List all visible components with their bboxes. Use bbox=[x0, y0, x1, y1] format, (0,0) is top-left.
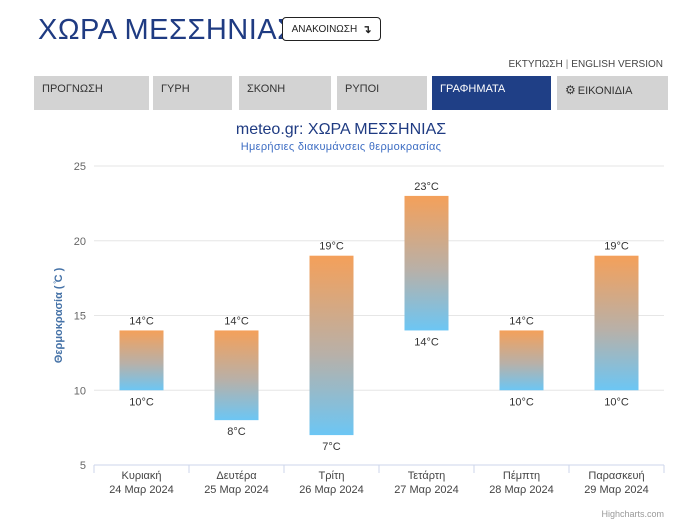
tab-label: ΓΥΡΗ bbox=[161, 83, 190, 95]
temperature-range-bar bbox=[594, 255, 639, 391]
top-links: ΕΚΤΥΠΩΣΗ | ENGLISH VERSION bbox=[508, 59, 663, 70]
x-tick-label-date: 27 Μαρ 2024 bbox=[394, 484, 459, 496]
x-tick-label-day: Παρασκευή bbox=[588, 470, 644, 482]
announce-label: ΑΝΑΚΟΙΝΩΣΗ bbox=[291, 23, 358, 35]
print-link[interactable]: ΕΚΤΥΠΩΣΗ bbox=[508, 59, 563, 70]
high-data-label: 14°C bbox=[224, 315, 249, 327]
tab-label: ΡΥΠΟΙ bbox=[345, 83, 380, 95]
low-data-label: 7°C bbox=[322, 441, 341, 453]
high-data-label: 14°C bbox=[509, 315, 534, 327]
x-tick-label-date: 24 Μαρ 2024 bbox=[109, 484, 174, 496]
english-version-link[interactable]: ENGLISH VERSION bbox=[571, 59, 663, 70]
x-tick-label-day: Τετάρτη bbox=[408, 470, 446, 482]
x-tick-label-date: 28 Μαρ 2024 bbox=[489, 484, 554, 496]
x-tick-label-date: 25 Μαρ 2024 bbox=[204, 484, 269, 496]
tab-forecast[interactable]: ΠΡΟΓΝΩΣΗ bbox=[34, 76, 149, 110]
tab-label: ΕΙΚΟΝΙΔΙΑ bbox=[577, 85, 633, 97]
temperature-range-bar bbox=[214, 330, 259, 421]
page-title: ΧΩΡΑ ΜΕΣΣΗΝΙΑΣ bbox=[38, 14, 296, 46]
y-tick-label: 15 bbox=[74, 311, 86, 323]
x-tick-label-day: Δευτέρα bbox=[216, 470, 257, 482]
x-tick-label-day: Πέμπτη bbox=[503, 470, 540, 482]
tab-pollen[interactable]: ΓΥΡΗ bbox=[153, 76, 232, 110]
x-tick-label-date: 29 Μαρ 2024 bbox=[584, 484, 649, 496]
x-tick-label-date: 26 Μαρ 2024 bbox=[299, 484, 364, 496]
x-tick-label-day: Κυριακή bbox=[121, 470, 161, 482]
high-data-label: 19°C bbox=[319, 241, 344, 253]
tab-label: ΣΚΟΝΗ bbox=[247, 83, 286, 95]
tab-charts[interactable]: ΓΡΑΦΗΜΑΤΑ bbox=[432, 76, 551, 110]
y-axis-title: Θερμοκρασία ( ̊C ) bbox=[53, 267, 65, 363]
y-tick-label: 10 bbox=[74, 385, 86, 397]
temperature-range-bar bbox=[499, 330, 544, 391]
low-data-label: 14°C bbox=[414, 336, 439, 348]
low-data-label: 10°C bbox=[604, 396, 629, 408]
low-data-label: 8°C bbox=[227, 426, 246, 438]
high-data-label: 23°C bbox=[414, 181, 439, 193]
tab-dust[interactable]: ΣΚΟΝΗ bbox=[239, 76, 331, 110]
chart-container: meteo.gr: ΧΩΡΑ ΜΕΣΣΗΝΙΑΣ Ημερήσιες διακυ… bbox=[0, 115, 682, 525]
temperature-range-bar bbox=[309, 255, 354, 436]
link-separator: | bbox=[565, 59, 569, 70]
temperature-chart: 5 10 15 20 25 Θερμοκρασία ( ̊C ) 14°C 10°C Κυρια… bbox=[53, 161, 665, 496]
arrow-down-icon: ↴ bbox=[362, 23, 372, 36]
y-tick-label: 5 bbox=[80, 460, 86, 472]
tab-bar: ΠΡΟΓΝΩΣΗ ΓΥΡΗ ΣΚΟΝΗ ΡΥΠΟΙ ΓΡΑΦΗΜΑΤΑ ⚙ ΕΙΚ… bbox=[34, 76, 668, 110]
tab-label: ΠΡΟΓΝΩΣΗ bbox=[42, 83, 103, 95]
chart-title: meteo.gr: ΧΩΡΑ ΜΕΣΣΗΝΙΑΣ bbox=[235, 121, 447, 138]
tab-pollutants[interactable]: ΡΥΠΟΙ bbox=[337, 76, 427, 110]
announce-button[interactable]: ΑΝΑΚΟΙΝΩΣΗ ↴ bbox=[282, 17, 381, 41]
credits-link[interactable]: Highcharts.com bbox=[601, 509, 664, 519]
temperature-range-bar bbox=[119, 330, 164, 391]
tab-icons[interactable]: ⚙ ΕΙΚΟΝΙΔΙΑ bbox=[557, 76, 668, 110]
high-data-label: 14°C bbox=[129, 315, 154, 327]
gear-icon: ⚙ bbox=[565, 83, 576, 97]
high-data-label: 19°C bbox=[604, 241, 629, 253]
chart-subtitle: Ημερήσιες διακυμάνσεις θερμοκρασίας bbox=[240, 141, 442, 153]
tab-label: ΓΡΑΦΗΜΑΤΑ bbox=[440, 83, 506, 95]
y-tick-label: 20 bbox=[74, 236, 86, 248]
low-data-label: 10°C bbox=[129, 396, 154, 408]
x-tick-label-day: Τρίτη bbox=[319, 470, 345, 482]
y-tick-label: 25 bbox=[74, 161, 86, 173]
temperature-range-bar bbox=[404, 195, 449, 331]
low-data-label: 10°C bbox=[509, 396, 534, 408]
